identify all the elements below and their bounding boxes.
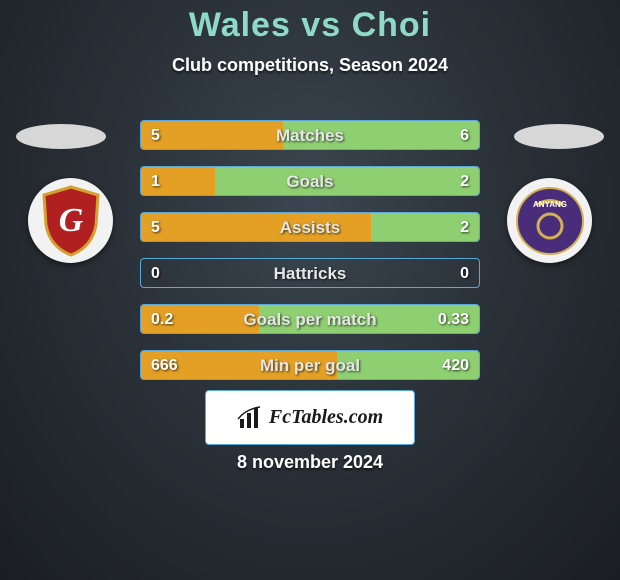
- stat-row: 666420Min per goal: [140, 350, 480, 380]
- fctables-label: FcTables.com: [269, 406, 383, 429]
- stat-label: Goals per match: [141, 305, 479, 333]
- player-label-right: [514, 124, 604, 149]
- stat-row: 00Hattricks: [140, 258, 480, 288]
- stat-row: 52Assists: [140, 212, 480, 242]
- team-logo-right: ANYANG: [507, 178, 592, 263]
- stat-row: 0.20.33Goals per match: [140, 304, 480, 334]
- chart-bars-icon: [237, 405, 263, 431]
- team-logo-left: G: [28, 178, 113, 263]
- page-subtitle: Club competitions, Season 2024: [0, 55, 620, 76]
- stat-label: Min per goal: [141, 351, 479, 379]
- stat-label: Goals: [141, 167, 479, 195]
- stat-row: 12Goals: [140, 166, 480, 196]
- page-title: Wales vs Choi: [0, 0, 620, 45]
- comparison-infographic: Wales vs Choi Club competitions, Season …: [0, 0, 620, 580]
- shield-letter: G: [58, 202, 83, 239]
- stat-row: 56Matches: [140, 120, 480, 150]
- shield-icon: G: [40, 185, 102, 257]
- comparison-date: 8 november 2024: [0, 452, 620, 473]
- stat-label: Matches: [141, 121, 479, 149]
- fctables-link[interactable]: FcTables.com: [205, 390, 415, 445]
- stat-label: Assists: [141, 213, 479, 241]
- badge-text: ANYANG: [533, 200, 567, 209]
- stats-container: 56Matches 12Goals 52Assists 00Hattricks 0.20…: [140, 120, 480, 396]
- shield-icon: ANYANG: [515, 186, 585, 256]
- player-label-left: [16, 124, 106, 149]
- stat-label: Hattricks: [141, 259, 479, 287]
